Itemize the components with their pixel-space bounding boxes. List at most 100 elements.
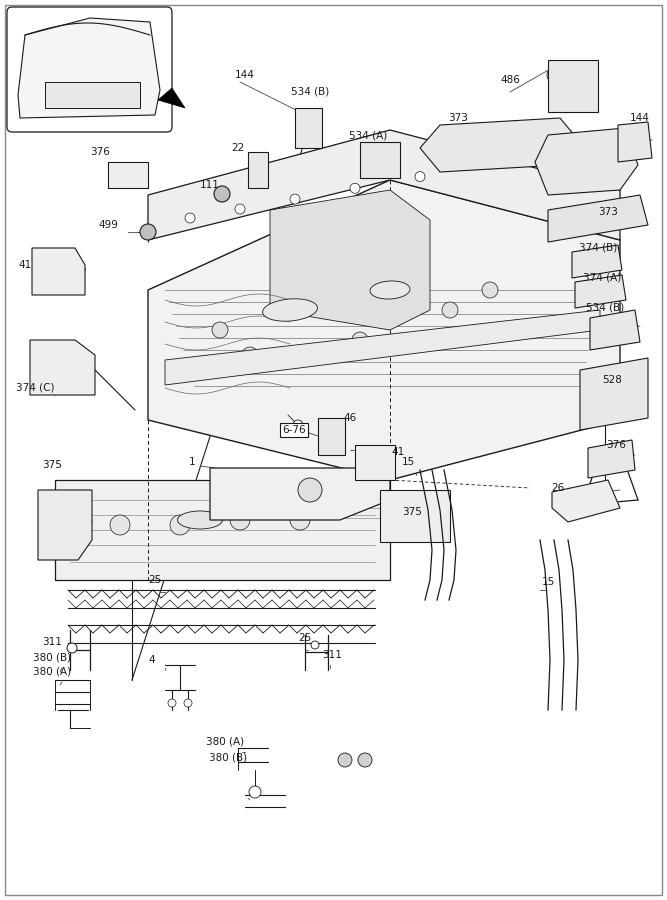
Text: 144: 144 [235,70,255,80]
Text: 15: 15 [402,457,415,467]
Text: 374 (B): 374 (B) [579,243,617,253]
Circle shape [214,186,230,202]
Text: 111: 111 [200,180,220,190]
Circle shape [350,184,360,194]
Text: 534 (B): 534 (B) [291,87,329,97]
Polygon shape [318,418,345,455]
Polygon shape [148,180,620,480]
Polygon shape [618,122,652,162]
Polygon shape [55,480,390,580]
Circle shape [358,753,372,767]
Text: 380 (A): 380 (A) [33,667,71,677]
Polygon shape [588,440,635,478]
Circle shape [110,515,130,535]
Text: 534 (B): 534 (B) [586,303,624,313]
Polygon shape [572,245,622,278]
Ellipse shape [370,281,410,299]
Polygon shape [575,275,626,308]
Circle shape [311,641,319,649]
Circle shape [230,510,250,530]
Polygon shape [148,130,620,240]
Polygon shape [360,142,400,178]
Text: 26: 26 [552,483,565,493]
Circle shape [482,282,498,298]
Circle shape [442,302,458,318]
Circle shape [67,643,77,653]
Text: 373: 373 [598,207,618,217]
Text: 311: 311 [42,637,62,647]
Polygon shape [38,490,92,560]
Circle shape [618,125,632,139]
Circle shape [547,67,563,83]
Text: 374 (A): 374 (A) [583,273,621,283]
Polygon shape [295,108,322,148]
Polygon shape [248,152,268,188]
Polygon shape [380,490,450,542]
Polygon shape [18,18,160,118]
Text: 15: 15 [542,577,555,587]
Text: 376: 376 [90,147,110,157]
Text: 41: 41 [392,447,405,457]
Text: 499: 499 [98,220,118,230]
Circle shape [485,159,495,169]
Circle shape [34,354,46,366]
Text: 311: 311 [322,650,342,660]
Text: 41: 41 [19,260,31,270]
Text: 376: 376 [606,440,626,450]
Circle shape [235,204,245,214]
Text: 380 (A): 380 (A) [206,737,244,747]
Text: 374 (C): 374 (C) [16,383,54,393]
Circle shape [550,148,560,157]
Circle shape [242,347,258,363]
Circle shape [415,172,425,182]
Text: 1: 1 [189,457,195,467]
Ellipse shape [263,299,317,321]
Text: 486: 486 [500,75,520,85]
Circle shape [184,699,192,707]
Polygon shape [165,310,600,385]
Text: 46: 46 [344,413,357,423]
Polygon shape [270,190,430,330]
Polygon shape [45,82,140,108]
Circle shape [140,224,156,240]
Circle shape [212,322,228,338]
Circle shape [290,194,300,204]
Ellipse shape [177,511,223,529]
FancyBboxPatch shape [7,7,172,132]
Text: 25: 25 [148,575,161,585]
Text: 6-76: 6-76 [282,425,305,435]
Circle shape [168,699,176,707]
Polygon shape [420,118,580,172]
Text: 375: 375 [402,507,422,517]
Text: 380 (B): 380 (B) [33,653,71,663]
Text: 4: 4 [149,655,155,665]
Text: 380 (B): 380 (B) [209,753,247,763]
Polygon shape [158,88,185,108]
Polygon shape [590,310,640,350]
Polygon shape [552,480,620,522]
Polygon shape [355,445,395,480]
Circle shape [352,332,368,348]
Polygon shape [210,468,390,520]
Polygon shape [32,248,85,295]
Polygon shape [548,60,598,112]
Text: 534 (A): 534 (A) [349,131,387,141]
Polygon shape [580,358,648,430]
Polygon shape [535,128,638,195]
Text: 375: 375 [42,460,62,470]
Text: 144: 144 [630,113,650,123]
Circle shape [338,753,352,767]
Text: 25: 25 [298,633,311,643]
Polygon shape [30,340,95,395]
Text: 22: 22 [231,143,245,153]
Circle shape [293,420,303,430]
Polygon shape [548,195,648,242]
Circle shape [185,213,195,223]
Circle shape [249,786,261,798]
Polygon shape [108,162,148,188]
Text: 528: 528 [602,375,622,385]
Circle shape [170,515,190,535]
Text: 373: 373 [448,113,468,123]
Circle shape [298,478,322,502]
Circle shape [290,510,310,530]
